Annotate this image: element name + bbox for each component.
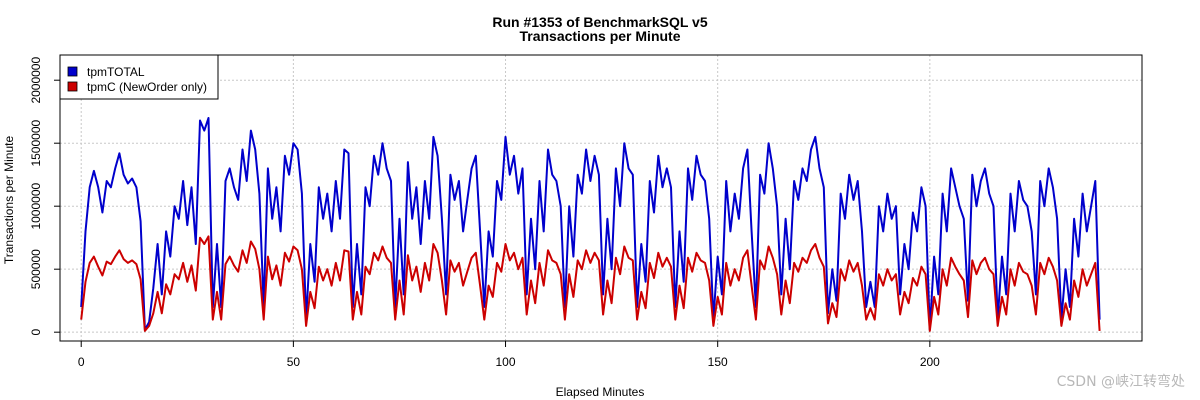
- y-axis-label: Transactions per Minute: [2, 136, 16, 265]
- legend-label-tpmtotal: tpmTOTAL: [87, 65, 145, 79]
- series-line-tpmtotal: [80, 117, 1101, 331]
- x-tick-label: 50: [287, 355, 301, 369]
- legend-box: [59, 54, 219, 100]
- series-line-tpmc: [80, 235, 1101, 332]
- y-tick-label: 500000: [29, 249, 43, 289]
- plot-frame: [59, 54, 1143, 342]
- x-tick-label: 0: [78, 355, 85, 369]
- y-tick-label: 0: [29, 329, 43, 336]
- x-axis-label: Elapsed Minutes: [556, 385, 645, 399]
- x-tick-label: 100: [496, 355, 516, 369]
- y-tick-label: 1500000: [29, 120, 43, 167]
- y-tick-label: 2000000: [29, 57, 43, 104]
- legend-swatch-tpmtotal: [67, 66, 78, 77]
- chart-title: Run #1353 of BenchmarkSQL v5: [492, 14, 707, 30]
- series-lines: [80, 117, 1101, 332]
- y-tick-label: 1000000: [29, 183, 43, 230]
- legend-label-tpmc: tpmC (NewOrder only): [87, 80, 207, 94]
- x-tick-label: 200: [920, 355, 940, 369]
- legend: tpmTOTAL tpmC (NewOrder only): [59, 54, 219, 100]
- y-axis-ticks: 0 500000 1000000 1500000 2000000: [29, 57, 60, 336]
- x-tick-label: 150: [708, 355, 728, 369]
- x-axis-ticks: 0 50 100 150 200: [78, 341, 940, 369]
- legend-swatch-tpmc: [67, 81, 78, 92]
- watermark-text: CSDN @峡江转弯处: [1057, 373, 1185, 390]
- chart-subtitle: Transactions per Minute: [519, 28, 680, 44]
